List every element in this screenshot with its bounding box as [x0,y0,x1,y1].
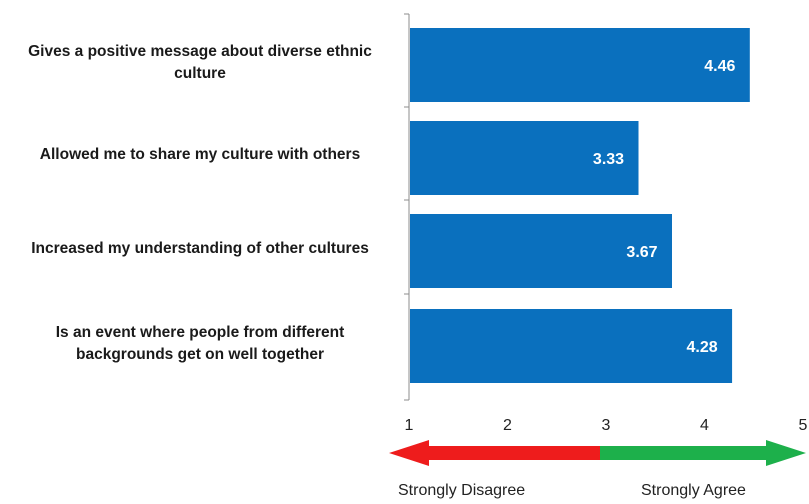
category-label: Increased my understanding of other cult… [31,240,369,257]
strongly-agree-label: Strongly Agree [641,482,746,499]
bar-value-label: 4.46 [704,58,735,75]
bar [410,309,733,383]
bar-value-label: 4.28 [687,339,718,356]
strongly-disagree-label: Strongly Disagree [398,482,526,499]
bar [410,214,672,288]
disagree-arrow [389,440,600,466]
category-label: Gives a positive message about diverse e… [28,43,372,82]
x-tick-label: 5 [798,417,808,434]
x-tick-label: 3 [601,417,611,434]
bar-value-label: 3.67 [626,244,657,261]
x-tick-label: 2 [503,417,512,434]
category-label: Is an event where people from different … [55,324,345,363]
agree-arrow [600,440,806,466]
bar [410,121,639,195]
category-label: Allowed me to share my culture with othe… [39,146,361,163]
bar [410,28,750,102]
bar-value-label: 3.33 [593,151,624,168]
x-tick-label: 1 [404,417,414,434]
x-tick-label: 4 [700,417,709,434]
